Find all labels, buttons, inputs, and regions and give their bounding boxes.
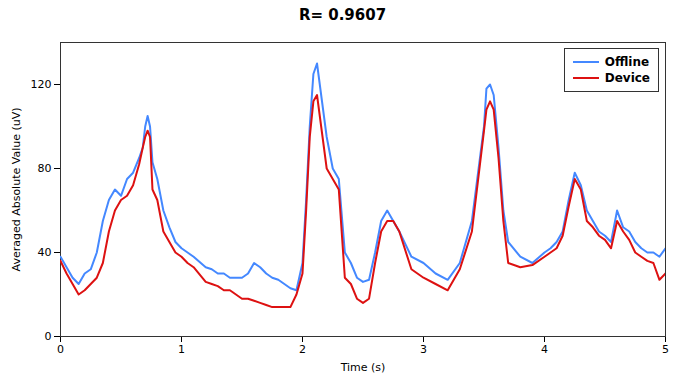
html-text:Device: Device xyxy=(604,71,650,85)
svg-text:4: 4 xyxy=(541,343,548,356)
html-text:Offline: Offline xyxy=(604,55,650,69)
svg-text:40: 40 xyxy=(38,246,52,259)
svg-text:Averaged Absolute Value (uV): Averaged Absolute Value (uV) xyxy=(10,107,23,271)
svg-text:120: 120 xyxy=(31,78,52,91)
svg-text:1: 1 xyxy=(178,343,185,356)
svg-text:Time (s): Time (s) xyxy=(340,361,386,374)
svg-text:0: 0 xyxy=(45,330,52,343)
html-text:R= 0.9607: R= 0.9607 xyxy=(298,6,387,24)
svg-text:3: 3 xyxy=(420,343,427,356)
svg-text:2: 2 xyxy=(299,343,306,356)
svg-text:5: 5 xyxy=(662,343,669,356)
svg-text:80: 80 xyxy=(38,162,52,175)
svg-text:0: 0 xyxy=(57,343,64,356)
